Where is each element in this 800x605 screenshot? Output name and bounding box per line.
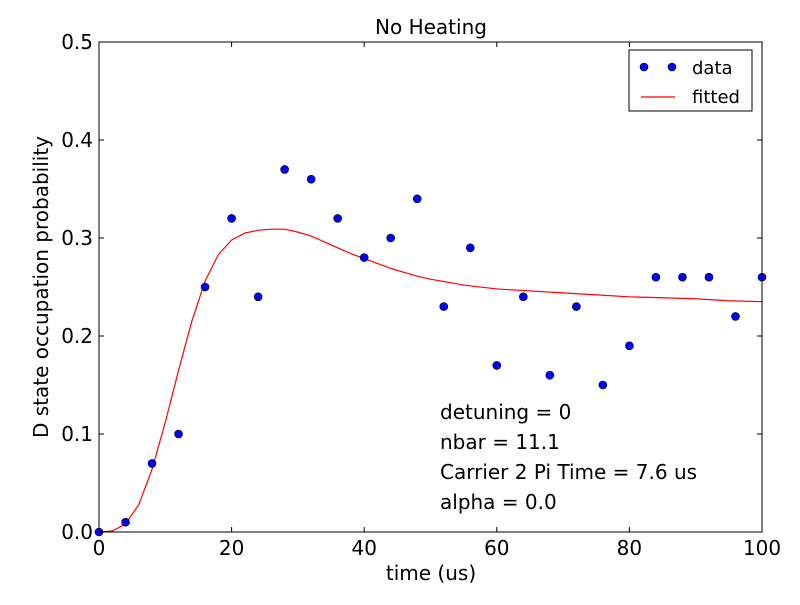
y-tick-label: 0.3	[61, 226, 93, 250]
chart-title: No Heating	[375, 15, 487, 39]
legend-marker-data-1	[639, 62, 649, 72]
y-axis-label: D state occupation probability	[29, 136, 53, 438]
data-point	[545, 370, 555, 380]
data-point	[253, 292, 263, 302]
data-point	[227, 214, 236, 223]
axes-frame	[98, 41, 763, 533]
x-tick-label: 100	[743, 536, 781, 560]
y-tick-label: 0.2	[61, 324, 93, 348]
legend-label-data: data	[692, 58, 733, 79]
x-tick-label: 40	[351, 536, 376, 560]
data-point	[492, 361, 502, 370]
legend-frame	[628, 49, 753, 112]
x-tick-label: 80	[617, 536, 642, 560]
data-point	[121, 517, 130, 527]
data-point	[572, 302, 581, 311]
data-point	[147, 459, 157, 468]
plot-area: 0 20 40 60 80 100 0.0 0.1 0.2 0.3 0.4 0.5	[61, 30, 781, 560]
legend: data fitted	[628, 49, 753, 112]
data-point	[412, 194, 422, 204]
data-point	[359, 253, 369, 262]
annotation-block: detuning = 0 nbar = 11.1 Carrier 2 Pi Ti…	[440, 400, 697, 514]
data-point	[651, 272, 661, 282]
data-point	[280, 165, 289, 174]
x-tick-label: 0	[93, 536, 106, 560]
x-axis-label: time (us)	[386, 561, 476, 585]
data-point	[439, 302, 449, 311]
y-tick-label: 0.4	[61, 128, 93, 152]
data-point	[200, 282, 210, 292]
data-point	[598, 380, 608, 390]
data-point	[731, 312, 740, 321]
x-tick-label: 20	[219, 536, 244, 560]
annotation-alpha: alpha = 0.0	[440, 490, 557, 514]
annotation-detuning: detuning = 0	[440, 400, 571, 424]
data-point	[386, 233, 396, 243]
data-point	[465, 243, 475, 253]
x-tick-label: 60	[484, 536, 509, 560]
data-point	[678, 272, 687, 282]
data-point	[519, 292, 528, 302]
fitted-curve	[98, 228, 763, 533]
annotation-carrier-time: Carrier 2 Pi Time = 7.6 us	[440, 460, 697, 484]
y-tick-label: 0.5	[61, 30, 93, 54]
data-point	[174, 429, 183, 439]
annotation-nbar: nbar = 11.1	[440, 430, 560, 454]
data-point	[306, 174, 316, 184]
data-point	[625, 341, 634, 351]
legend-marker-data-2	[667, 62, 677, 72]
data-point	[333, 214, 342, 223]
y-tick-label: 0.0	[61, 520, 93, 544]
data-point	[704, 272, 714, 282]
legend-label-fitted: fitted	[692, 87, 740, 108]
y-tick-label: 0.1	[61, 422, 93, 446]
